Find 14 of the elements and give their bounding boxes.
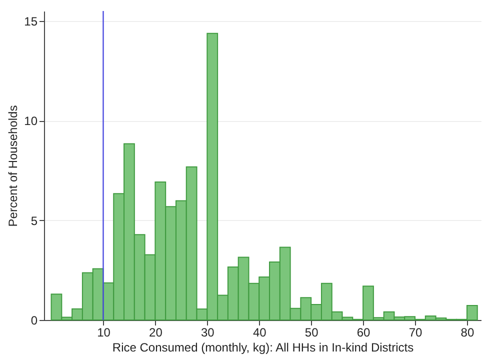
y-tick-label: 10: [24, 114, 38, 128]
x-tick-label: 60: [356, 326, 371, 340]
x-tick-label: 30: [200, 326, 215, 340]
y-tick-label: 5: [30, 214, 38, 228]
x-tick-label: 50: [304, 326, 319, 340]
x-tick-label: 80: [460, 326, 474, 340]
x-tick-label: 10: [97, 326, 111, 340]
x-tick-label: 70: [408, 326, 422, 340]
y-tick-label: 15: [24, 14, 38, 28]
x-axis-title: Rice Consumed (monthly, kg): All HHs in In-kind Districts: [112, 340, 414, 354]
y-axis-title: Percent of Households: [6, 105, 20, 227]
x-tick-label: 20: [149, 326, 163, 340]
x-tick-label: 40: [252, 326, 267, 340]
y-tick-label: 0: [30, 314, 38, 328]
